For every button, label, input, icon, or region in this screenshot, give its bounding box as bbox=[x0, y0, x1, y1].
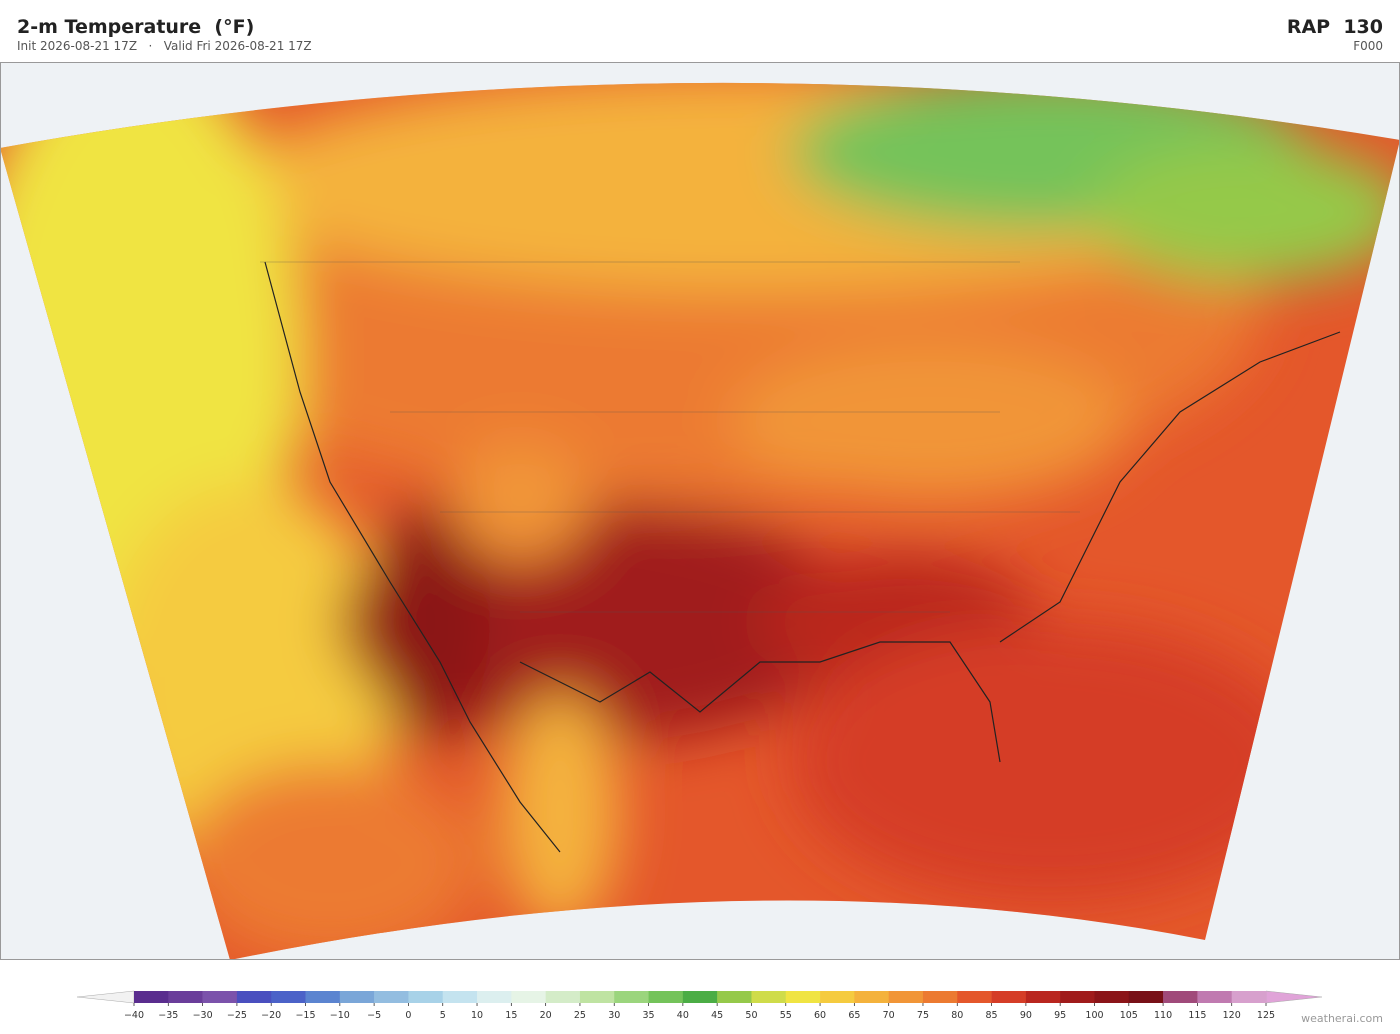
colorbar-segment bbox=[442, 991, 478, 1003]
colorbar-tick-label: 110 bbox=[1154, 1010, 1172, 1021]
colorbar-segment bbox=[1197, 991, 1232, 1003]
colorbar-segment bbox=[922, 991, 958, 1003]
colorbar-segment bbox=[168, 991, 203, 1003]
colorbar-tick-label: 35 bbox=[642, 1010, 654, 1021]
coastline bbox=[264, 261, 1341, 853]
colorbar-segment bbox=[511, 991, 546, 1003]
colorbar-tick-label: 25 bbox=[574, 1010, 586, 1021]
colorbar-tick-label: 20 bbox=[540, 1010, 552, 1021]
colorbar-tick-label: 45 bbox=[711, 1010, 723, 1021]
colorbar-tick-label: 55 bbox=[780, 1010, 792, 1021]
colorbar-tick-label: −35 bbox=[158, 1010, 178, 1021]
map-region bbox=[730, 342, 1130, 502]
colorbar-tick-label: 125 bbox=[1257, 1010, 1275, 1021]
colorbar-segment bbox=[854, 991, 889, 1003]
colorbar-tick-label: 85 bbox=[986, 1010, 998, 1021]
colorbar-tick-label: 90 bbox=[1020, 1010, 1032, 1021]
colorbar-segment bbox=[648, 991, 684, 1003]
colorbar-segment bbox=[545, 991, 581, 1003]
map-region bbox=[1090, 142, 1400, 282]
colorbar-tick-label: 40 bbox=[677, 1010, 689, 1021]
map-region bbox=[500, 692, 620, 932]
colorbar-segment bbox=[1060, 991, 1095, 1003]
colorbar-segment bbox=[408, 991, 444, 1003]
colorbar-tick-label: −25 bbox=[227, 1010, 247, 1021]
temperature-field bbox=[0, 82, 1400, 960]
colorbar-segment bbox=[614, 991, 649, 1003]
colorbar-tick-label: −20 bbox=[261, 1010, 281, 1021]
colorbar-segment bbox=[271, 991, 306, 1003]
map bbox=[0, 62, 1400, 960]
model-name: RAP 130 bbox=[1286, 16, 1383, 38]
map-region bbox=[790, 622, 1310, 902]
colorbar-segment bbox=[1128, 991, 1164, 1003]
colorbar-segment bbox=[236, 991, 272, 1003]
forecast-hour: F000 bbox=[1353, 39, 1383, 53]
colorbar-tick-label: 70 bbox=[883, 1010, 895, 1021]
colorbar-tick-label: 50 bbox=[745, 1010, 757, 1021]
colorbar-tick-label: 30 bbox=[608, 1010, 620, 1021]
colorbar-tick-label: 95 bbox=[1054, 1010, 1066, 1021]
colorbar-tick-label: 105 bbox=[1120, 1010, 1138, 1021]
colorbar-tick-label: 15 bbox=[505, 1010, 517, 1021]
colorbar-tick-label: 120 bbox=[1223, 1010, 1241, 1021]
colorbar-segment bbox=[991, 991, 1027, 1003]
colorbar-tick-label: 10 bbox=[471, 1010, 483, 1021]
colorbar-tick-label: −40 bbox=[124, 1010, 144, 1021]
colorbar-tick-label: −10 bbox=[330, 1010, 350, 1021]
colorbar-tick-label: −30 bbox=[193, 1010, 213, 1021]
state-borders bbox=[260, 261, 1080, 613]
colorbar-segment bbox=[820, 991, 855, 1003]
credit: weatherai.com bbox=[1301, 1012, 1383, 1025]
colorbar-tick-label: 100 bbox=[1085, 1010, 1103, 1021]
colorbar-segment bbox=[374, 991, 409, 1003]
colorbar-segment bbox=[134, 991, 169, 1003]
colorbar-segment bbox=[717, 991, 752, 1003]
colorbar-segment bbox=[682, 991, 718, 1003]
colorbar-tick-label: 5 bbox=[440, 1010, 446, 1021]
colorbar: −40 −35 −30 −25 −20 −15 −10 −5 0 5 10 15 20 25 30 35 40 4… bbox=[76, 990, 1323, 1021]
colorbar-segment bbox=[888, 991, 924, 1003]
colorbar-segment bbox=[1094, 991, 1130, 1003]
colorbar-segment bbox=[1025, 991, 1061, 1003]
colorbar-under bbox=[76, 990, 135, 1004]
colorbar-tick-label: −5 bbox=[367, 1010, 381, 1021]
colorbar-over bbox=[1265, 990, 1323, 1004]
colorbar-segment bbox=[785, 991, 821, 1003]
colorbar-segment bbox=[202, 991, 238, 1003]
colorbar-segment bbox=[339, 991, 375, 1003]
colorbar-segment bbox=[1231, 991, 1267, 1003]
colorbar-tick-label: 0 bbox=[405, 1010, 411, 1021]
colorbar-tick-label: 65 bbox=[848, 1010, 860, 1021]
map-region bbox=[450, 442, 590, 562]
colorbar-segment bbox=[305, 991, 341, 1003]
title: 2-m Temperature (°F) bbox=[17, 16, 255, 38]
map-region bbox=[180, 762, 480, 960]
map-region bbox=[370, 502, 490, 742]
colorbar-tick-label: −15 bbox=[295, 1010, 315, 1021]
colorbar-tick-label: 75 bbox=[917, 1010, 929, 1021]
colorbar-tick-label: 60 bbox=[814, 1010, 826, 1021]
colorbar-tick-label: 80 bbox=[951, 1010, 963, 1021]
colorbar-segment bbox=[957, 991, 992, 1003]
colorbar-segment bbox=[477, 991, 512, 1003]
colorbar-segment bbox=[751, 991, 787, 1003]
subtitle: Init 2026-08-21 17Z · Valid Fri 2026-08-… bbox=[17, 39, 312, 53]
colorbar-segment bbox=[579, 991, 615, 1003]
colorbar-tick-label: 115 bbox=[1188, 1010, 1206, 1021]
colorbar-segment bbox=[1163, 991, 1198, 1003]
